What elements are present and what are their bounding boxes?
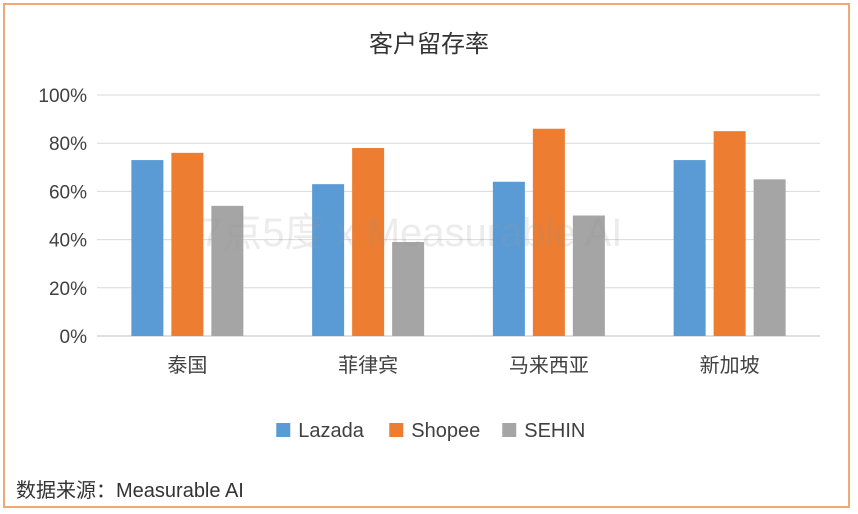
gridlines [97,94,820,337]
legend-label-sehin: SEHIN [524,420,585,442]
x-tick-label: 泰国 [167,353,207,377]
source-value: Measurable AI [116,480,244,502]
x-tick-label: 菲律宾 [338,353,398,377]
bar-sehin [572,215,605,336]
bar-shopee [532,128,565,336]
bars [131,128,786,336]
y-tick-label: 0% [60,327,88,348]
bar-lazada [673,160,706,336]
source-label: 数据来源： [16,478,116,502]
chart-title: 客户留存率 [369,30,489,58]
x-tick-label: 新加坡 [700,353,760,377]
source-note: 数据来源：Measurable AI [16,474,244,503]
y-tick-label: 40% [49,231,87,252]
legend-label-lazada: Lazada [298,420,364,442]
legend-swatch-sehin [502,423,517,437]
bar-sehin [211,205,244,336]
y-tick-label: 80% [49,134,87,155]
y-tick-label: 100% [38,86,87,107]
legend: Lazada Shopee SEHIN [276,420,585,442]
x-tick-label: 马来西亚 [509,353,589,377]
legend-swatch-shopee [389,423,404,437]
x-axis: 泰国 菲律宾 马来西亚 新加坡 [167,353,759,377]
y-tick-label: 60% [49,182,87,203]
legend-swatch-lazada [276,423,291,437]
bar-lazada [131,160,164,336]
bar-shopee [171,152,204,336]
legend-label-shopee: Shopee [411,420,480,442]
y-axis: 0% 20% 40% 60% 80% 100% [38,86,87,348]
bar-lazada [312,184,345,336]
bar-shopee [713,131,746,336]
bar-sehin [753,179,786,336]
bar-sehin [392,242,425,336]
y-tick-label: 20% [49,279,87,300]
bar-shopee [352,148,385,336]
bar-lazada [492,181,525,336]
